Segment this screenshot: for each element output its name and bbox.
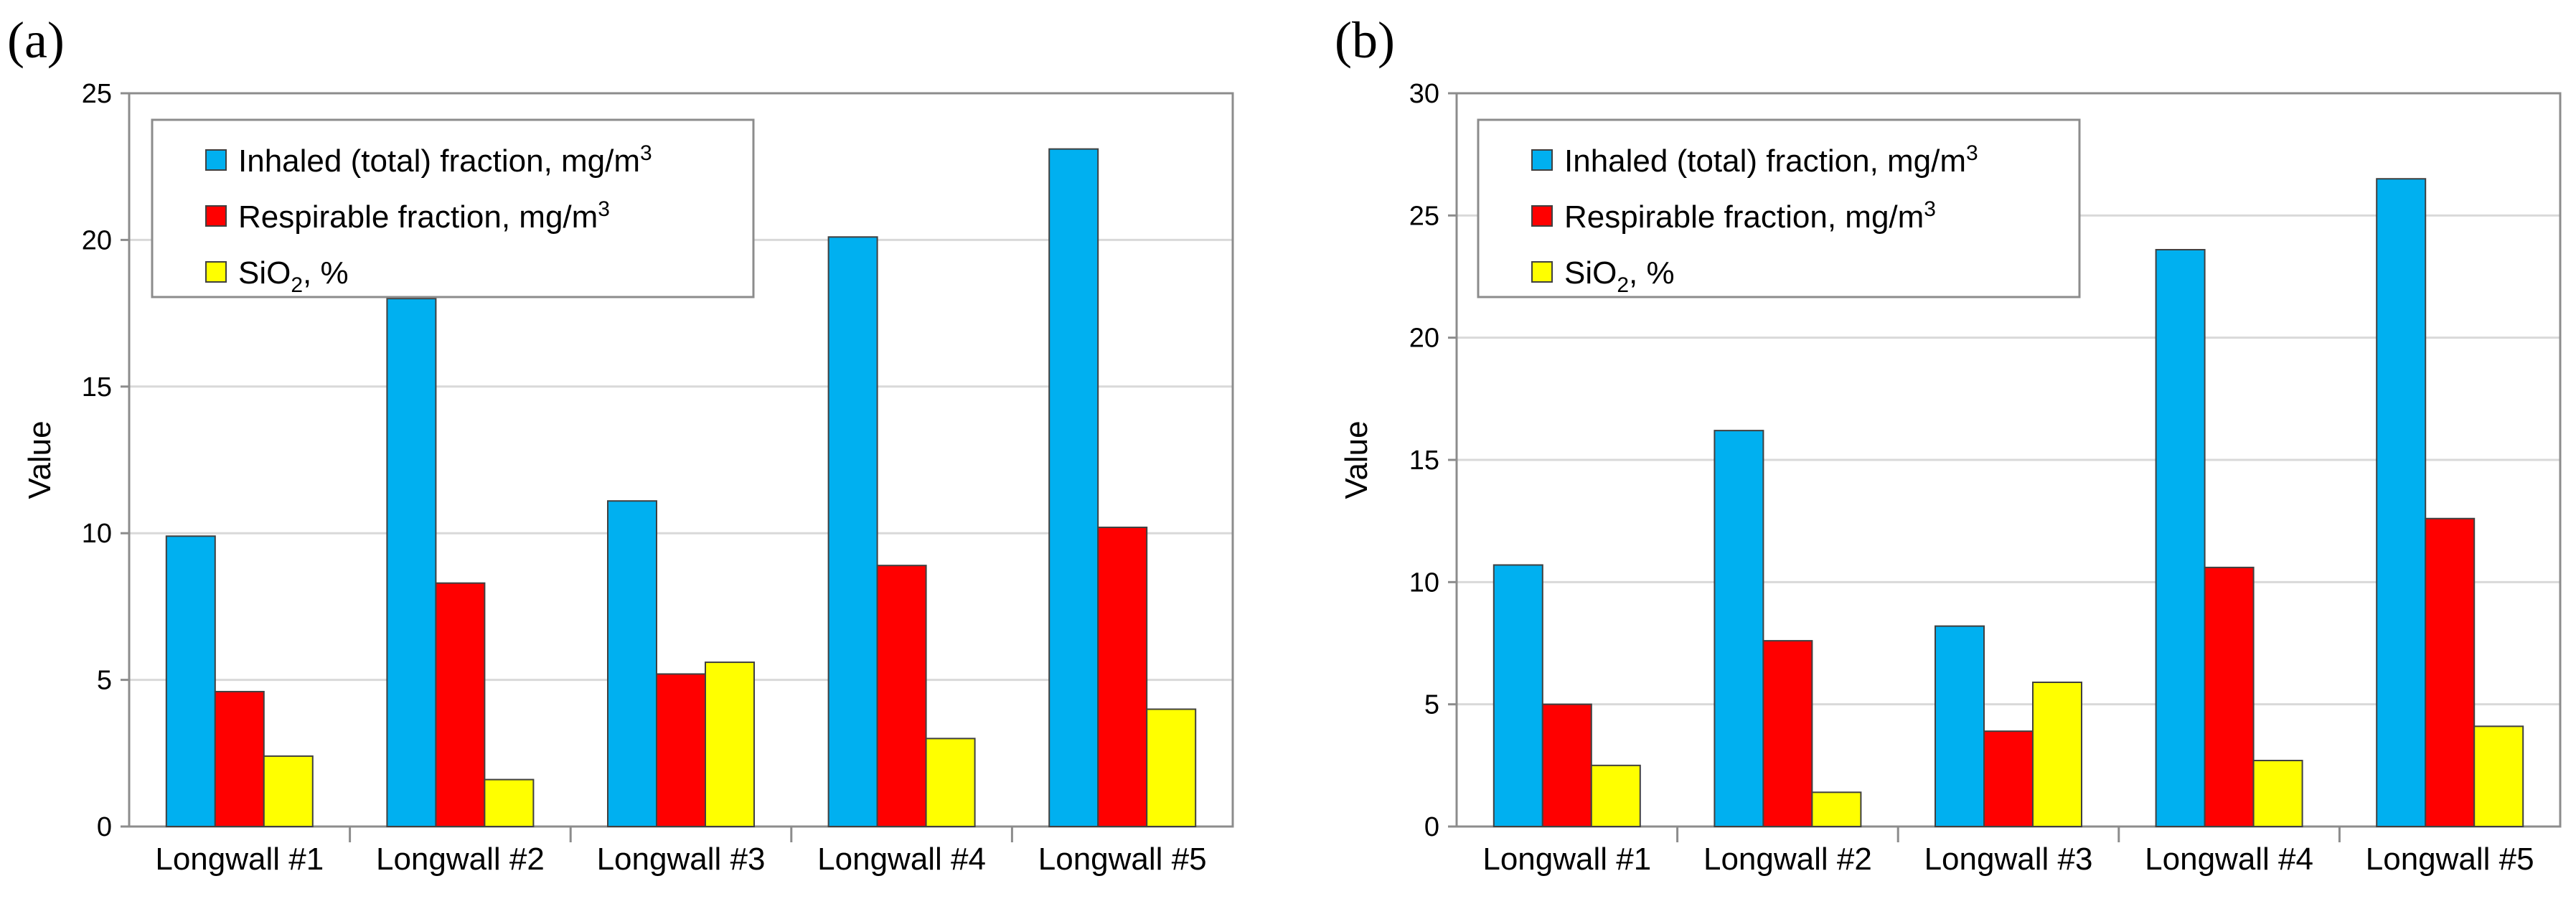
- legend-label-text: SiO: [238, 255, 291, 291]
- bar-sio2-1: [263, 755, 314, 827]
- legend-swatch-respirable: [205, 205, 227, 227]
- bar-respirable-5: [2425, 517, 2476, 827]
- bar-inhaled-4: [2155, 249, 2206, 827]
- bar-sio2-4: [2252, 760, 2303, 828]
- legend-label-text: Inhaled (total) fraction, mg/m: [238, 143, 640, 179]
- bar-inhaled-2: [1714, 430, 1764, 827]
- y-tick-label: 0: [97, 812, 112, 842]
- y-tick-label: 20: [1409, 324, 1439, 354]
- legend-label-text: Respirable fraction, mg/m: [1564, 199, 1924, 235]
- legend-subscript: 2: [291, 273, 303, 297]
- y-tick-label: 0: [1424, 812, 1439, 842]
- category-label: Longwall #1: [155, 842, 324, 877]
- legend-label-respirable: Respirable fraction, mg/m3: [1564, 197, 1936, 235]
- chart-panel-b: (b) 0 5 10 15 20 25 30 Value Longwall #1 Longwall …: [1335, 11, 2562, 877]
- legend-superscript: 3: [598, 197, 610, 221]
- legend-swatch-inhaled: [1531, 149, 1553, 171]
- legend: Inhaled (total) fraction, mg/m3Respirabl…: [151, 118, 755, 298]
- y-axis-title: Value: [22, 420, 57, 499]
- y-tick-label: 25: [1409, 201, 1439, 231]
- y-tick-label: 10: [82, 519, 112, 549]
- legend-label-text: Respirable fraction, mg/m: [238, 199, 598, 235]
- legend-label-text: Inhaled (total) fraction, mg/m: [1564, 143, 1966, 179]
- bar-inhaled-3: [607, 500, 657, 827]
- legend-box: [151, 118, 755, 298]
- y-tick-label: 5: [97, 666, 112, 696]
- bar-respirable-3: [656, 673, 706, 828]
- legend-superscript: 3: [1924, 197, 1936, 221]
- bar-sio2-3: [2032, 682, 2082, 827]
- legend-label-sio2: SiO2, %: [1564, 255, 1675, 297]
- legend-label-suffix: , %: [303, 255, 349, 291]
- bar-inhaled-4: [827, 236, 878, 827]
- category-label: Longwall #4: [817, 842, 986, 877]
- bar-respirable-2: [1762, 640, 1813, 827]
- legend-label-text: SiO: [1564, 255, 1617, 291]
- bar-inhaled-5: [2376, 178, 2427, 827]
- y-tick-label: 15: [82, 372, 112, 402]
- category-label: Longwall #1: [1482, 842, 1651, 877]
- bar-sio2-4: [925, 738, 976, 827]
- y-tick-label: 20: [82, 225, 112, 255]
- bar-sio2-3: [705, 661, 755, 828]
- bar-respirable-3: [1983, 730, 2034, 828]
- bar-sio2-5: [2473, 725, 2524, 827]
- legend-label-respirable: Respirable fraction, mg/m3: [238, 197, 610, 235]
- category-label: Longwall #5: [1038, 842, 1207, 877]
- category-label: Longwall #2: [1703, 842, 1872, 877]
- bar-sio2-5: [1146, 708, 1197, 827]
- legend-label-inhaled: Inhaled (total) fraction, mg/m3: [238, 141, 652, 179]
- bar-sio2-1: [1590, 764, 1641, 828]
- legend-superscript: 3: [640, 141, 652, 165]
- y-axis-title: Value: [1339, 420, 1374, 499]
- category-label: Longwall #5: [2366, 842, 2534, 877]
- bar-respirable-5: [1097, 527, 1148, 827]
- category-label: Longwall #4: [2145, 842, 2313, 877]
- y-tick-label: 15: [1409, 446, 1439, 476]
- legend-swatch-sio2: [205, 261, 227, 283]
- legend-label-inhaled: Inhaled (total) fraction, mg/m3: [1564, 141, 1978, 179]
- category-label: Longwall #2: [376, 842, 545, 877]
- y-tick-label: 10: [1409, 568, 1439, 598]
- y-tick-label: 25: [82, 79, 112, 109]
- bar-sio2-2: [484, 778, 535, 828]
- bar-respirable-4: [876, 565, 927, 828]
- legend-box: [1477, 118, 2081, 298]
- y-tick-label: 30: [1409, 79, 1439, 109]
- legend-label-suffix: , %: [1629, 255, 1675, 291]
- legend-swatch-sio2: [1531, 261, 1553, 283]
- panel-label: (b): [1335, 11, 1395, 69]
- chart-panel-a: (a) 0 5 10 15 20 25 Value Longwall #1 Longwall #2…: [7, 11, 1234, 877]
- legend: Inhaled (total) fraction, mg/m3Respirabl…: [1477, 118, 2081, 298]
- legend-subscript: 2: [1617, 273, 1629, 297]
- category-label: Longwall #3: [597, 842, 766, 877]
- category-label: Longwall #3: [1924, 842, 2093, 877]
- legend-superscript: 3: [1966, 141, 1978, 165]
- bar-respirable-1: [214, 690, 265, 828]
- bar-respirable-2: [435, 582, 486, 827]
- legend-swatch-inhaled: [205, 149, 227, 171]
- bar-inhaled-3: [1935, 625, 1985, 827]
- bar-inhaled-1: [165, 535, 216, 828]
- bar-inhaled-5: [1048, 148, 1099, 827]
- bar-inhaled-1: [1493, 564, 1543, 828]
- panel-label: (a): [7, 11, 65, 69]
- legend-swatch-respirable: [1531, 205, 1553, 227]
- bar-inhaled-2: [386, 298, 437, 828]
- bar-respirable-1: [1541, 703, 1592, 828]
- bar-respirable-4: [2204, 566, 2255, 827]
- y-tick-label: 5: [1424, 690, 1439, 720]
- bar-sio2-2: [1811, 791, 1862, 827]
- legend-label-sio2: SiO2, %: [238, 255, 349, 297]
